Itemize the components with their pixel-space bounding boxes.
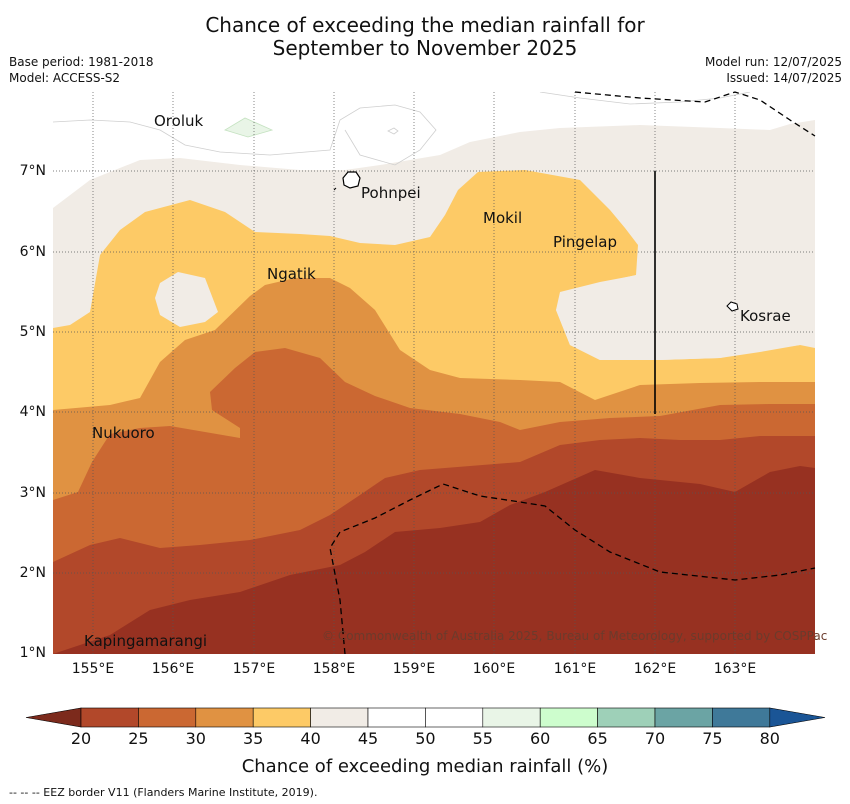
lon-label-156: 156°E bbox=[151, 661, 195, 677]
colorbar-segment-45-50 bbox=[367, 707, 426, 728]
place-pohnpei: Pohnpei bbox=[361, 184, 421, 202]
eez-border-north bbox=[574, 91, 816, 137]
place-pohnpei-label: Pohnpei bbox=[361, 184, 421, 202]
colorbar-tick-30: 30 bbox=[185, 729, 206, 748]
contour-55b bbox=[539, 92, 751, 105]
place-mokil: Mokil bbox=[483, 209, 522, 227]
title-line-2: September to November 2025 bbox=[272, 36, 578, 60]
copyright-notice: © Commonwealth of Australia 2025, Bureau… bbox=[322, 629, 828, 643]
colorbar-tick-20: 20 bbox=[70, 729, 92, 748]
colorbar-segment-70-75 bbox=[654, 707, 713, 728]
place-kapingamarangi: Kapingamarangi bbox=[84, 632, 207, 650]
place-oroluk-label: Oroluk bbox=[154, 112, 204, 130]
lat-label-3: 3°N bbox=[19, 485, 46, 501]
place-kosrae-label: Kosrae bbox=[740, 307, 791, 325]
colorbar-segment-20-25 bbox=[80, 707, 139, 728]
colorbar-extend-high bbox=[769, 707, 826, 728]
lon-label-158: 158°E bbox=[312, 661, 356, 677]
map-area bbox=[53, 92, 815, 654]
colorbar-segment-60-65 bbox=[539, 707, 598, 728]
lon-label-157: 157°E bbox=[232, 661, 276, 677]
lon-label-163: 163°E bbox=[713, 661, 757, 677]
colorbar bbox=[25, 707, 826, 728]
eez-borders bbox=[329, 91, 816, 655]
band-below-20 bbox=[53, 466, 815, 654]
place-ngatik-label: Ngatik bbox=[267, 265, 316, 283]
lat-label-2: 2°N bbox=[19, 565, 46, 581]
colorbar-title: Chance of exceeding median rainfall (%) bbox=[241, 756, 609, 777]
place-kosrae: Kosrae bbox=[740, 307, 791, 325]
colorbar-tick-70: 70 bbox=[644, 729, 666, 748]
kosrae-island bbox=[726, 301, 739, 312]
place-ngatik: Ngatik bbox=[267, 265, 316, 283]
colorbar-segment-65-70 bbox=[597, 707, 656, 728]
colorbar-tick-45: 45 bbox=[357, 729, 379, 748]
lat-label-1: 1°N bbox=[19, 645, 46, 661]
eez-footnote: -- -- -- EEZ border V11 (Flanders Marine… bbox=[9, 786, 318, 799]
colorbar-segment-55-60 bbox=[482, 707, 541, 728]
title-line-1: Chance of exceeding the median rainfall … bbox=[205, 13, 645, 37]
band-40-45-kosrae bbox=[556, 155, 815, 360]
colorbar-tick-65: 65 bbox=[587, 729, 608, 748]
map-title: Chance of exceeding the median rainfall … bbox=[0, 14, 850, 60]
colorbar-tick-75: 75 bbox=[702, 729, 723, 748]
place-oroluk: Oroluk bbox=[154, 112, 203, 130]
lat-label-6: 6°N bbox=[19, 244, 46, 260]
lon-label-159: 159°E bbox=[392, 661, 436, 677]
colorbar-extend-low bbox=[25, 707, 82, 728]
lon-label-160: 160°E bbox=[472, 661, 516, 677]
pohnpei-island bbox=[342, 171, 361, 189]
lat-label-5: 5°N bbox=[19, 324, 46, 340]
lat-label-4: 4°N bbox=[19, 404, 46, 420]
colorbar-segment-50-55 bbox=[425, 707, 484, 728]
model-run: Model run: 12/07/2025 bbox=[704, 55, 842, 69]
place-pingelap-label: Pingelap bbox=[553, 233, 618, 251]
place-pingelap: Pingelap bbox=[553, 233, 617, 251]
contour-55c bbox=[387, 127, 399, 135]
colorbar-tick-35: 35 bbox=[243, 729, 264, 748]
band-55-60 bbox=[224, 117, 274, 138]
colorbar-tick-60: 60 bbox=[530, 729, 551, 748]
lon-label-161: 161°E bbox=[553, 661, 597, 677]
meta-right: Model run: 12/07/2025 Issued: 14/07/2025 bbox=[705, 54, 842, 86]
place-kapingamarangi-label: Kapingamarangi bbox=[84, 632, 208, 650]
colorbar-segment-75-80 bbox=[712, 707, 771, 728]
colorbar-segment-35-40 bbox=[252, 707, 311, 728]
colorbar-tick-80: 80 bbox=[759, 729, 780, 748]
gridlines bbox=[53, 92, 815, 654]
place-nukuoro-label: Nukuoro bbox=[92, 424, 155, 442]
pohnpei-islet bbox=[333, 187, 337, 191]
model-name: Model: ACCESS-S2 bbox=[9, 71, 121, 85]
colorbar-tick-25: 25 bbox=[128, 729, 149, 748]
meta-left: Base period: 1981-2018 Model: ACCESS-S2 bbox=[9, 54, 154, 86]
issued-date: Issued: 14/07/2025 bbox=[726, 71, 842, 85]
base-period: Base period: 1981-2018 bbox=[9, 55, 154, 69]
place-nukuoro: Nukuoro bbox=[92, 424, 155, 442]
contour-55 bbox=[53, 104, 437, 166]
lat-label-7: 7°N bbox=[19, 163, 46, 179]
lon-label-155: 155°E bbox=[71, 661, 115, 677]
colorbar-segment-30-35 bbox=[195, 707, 254, 728]
colorbar-segment-25-30 bbox=[138, 707, 197, 728]
colorbar-tick-40: 40 bbox=[300, 729, 321, 748]
band-40-45-island bbox=[155, 272, 218, 327]
colorbar-tick-55: 55 bbox=[472, 729, 493, 748]
place-mokil-label: Mokil bbox=[483, 209, 523, 227]
eez-border-south bbox=[329, 483, 816, 655]
lon-label-162: 162°E bbox=[633, 661, 677, 677]
colorbar-tick-50: 50 bbox=[415, 729, 436, 748]
colorbar-segment-40-45 bbox=[310, 707, 369, 728]
